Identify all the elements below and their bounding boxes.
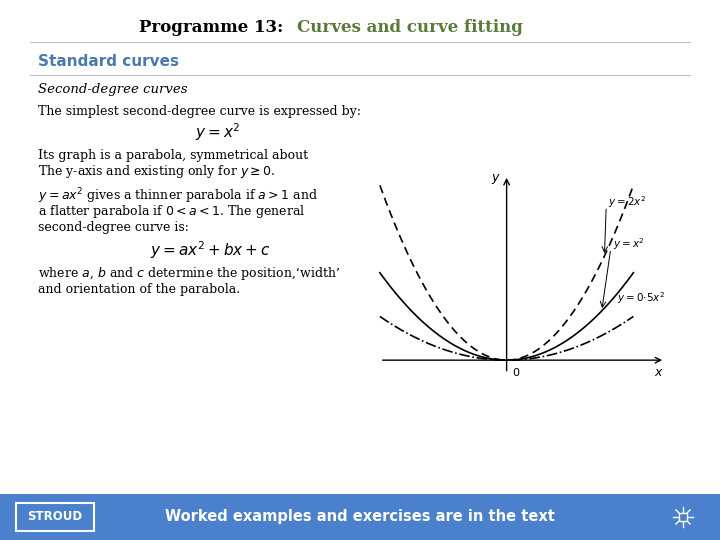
Text: $y = ax^2 + bx + c$: $y = ax^2 + bx + c$ bbox=[150, 239, 271, 261]
Text: $y = 0{\cdot}5x^2$: $y = 0{\cdot}5x^2$ bbox=[617, 290, 665, 306]
Text: $y$: $y$ bbox=[491, 172, 500, 186]
Text: $y = x^2$: $y = x^2$ bbox=[195, 121, 240, 143]
Text: a flatter parabola if $0 < a < 1$. The general: a flatter parabola if $0 < a < 1$. The g… bbox=[38, 204, 305, 220]
Text: where $a$, $b$ and $c$ determine the position,‘width’: where $a$, $b$ and $c$ determine the pos… bbox=[38, 266, 340, 282]
Text: $y = ax^2$ gives a thinner parabola if $a > 1$ and: $y = ax^2$ gives a thinner parabola if $… bbox=[38, 186, 318, 206]
Text: STROUD: STROUD bbox=[27, 510, 83, 523]
FancyBboxPatch shape bbox=[0, 494, 720, 540]
Text: Curves and curve fitting: Curves and curve fitting bbox=[297, 18, 523, 36]
FancyBboxPatch shape bbox=[16, 503, 94, 531]
Text: Its graph is a parabola, symmetrical about: Its graph is a parabola, symmetrical abo… bbox=[38, 150, 308, 163]
Text: Worked examples and exercises are in the text: Worked examples and exercises are in the… bbox=[165, 510, 555, 524]
Text: $y = x^2$: $y = x^2$ bbox=[613, 237, 645, 252]
Text: Standard curves: Standard curves bbox=[38, 53, 179, 69]
Text: $x$: $x$ bbox=[654, 366, 664, 379]
Text: The simplest second-degree curve is expressed by:: The simplest second-degree curve is expr… bbox=[38, 105, 361, 118]
Text: The y-axis and existing only for $y \geq 0$.: The y-axis and existing only for $y \geq… bbox=[38, 164, 276, 180]
Text: Programme 13:: Programme 13: bbox=[139, 18, 295, 36]
Text: second-degree curve is:: second-degree curve is: bbox=[38, 221, 189, 234]
Text: 0: 0 bbox=[512, 368, 519, 377]
Text: $y = 2x^2$: $y = 2x^2$ bbox=[608, 194, 647, 210]
FancyBboxPatch shape bbox=[679, 513, 687, 521]
Text: Second-degree curves: Second-degree curves bbox=[38, 83, 187, 96]
Text: and orientation of the parabola.: and orientation of the parabola. bbox=[38, 284, 240, 296]
